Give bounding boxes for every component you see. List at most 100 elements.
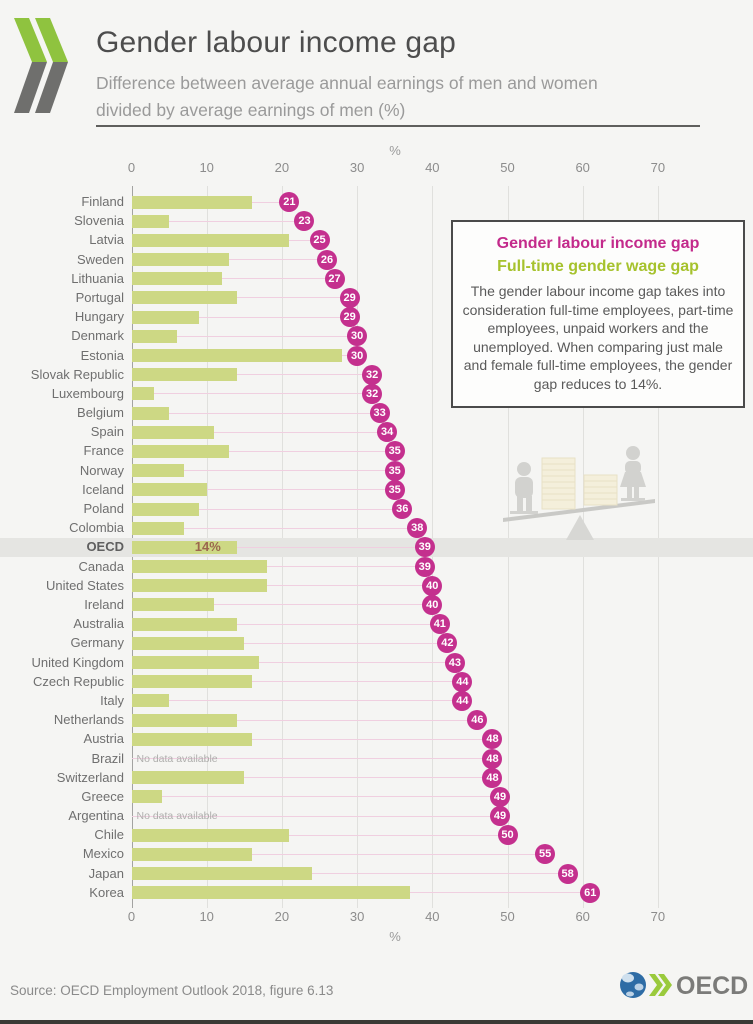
- leader-line: [131, 642, 448, 644]
- country-label: Norway: [79, 462, 124, 478]
- gap-circle: 55: [535, 844, 556, 865]
- gap-circle: 33: [369, 403, 390, 424]
- axis-tick-top: 30: [349, 160, 365, 175]
- axis-tick-top: 60: [575, 160, 590, 175]
- wage-bar: [131, 636, 245, 650]
- wage-bar: [131, 886, 410, 900]
- wage-bar: [131, 579, 267, 593]
- chevron-grey-icon: [14, 62, 47, 113]
- leader-line: [131, 853, 546, 855]
- leader-line: [131, 796, 500, 798]
- country-label: Argentina: [68, 808, 124, 824]
- country-label: Luxembourg: [51, 385, 124, 401]
- seesaw-illustration: [503, 446, 655, 540]
- leader-line: [131, 834, 508, 836]
- axis-tick-bottom: 30: [349, 909, 365, 924]
- gap-circle: 44: [452, 671, 473, 692]
- chevron-green-icon: [14, 18, 47, 62]
- wage-bar: [131, 291, 237, 305]
- wage-bar: [131, 847, 252, 861]
- country-label: Portugal: [75, 289, 124, 305]
- gap-circle: 49: [489, 806, 510, 827]
- leader-line: [131, 470, 395, 472]
- leader-line: [131, 777, 493, 779]
- axis-tick-bottom: 20: [274, 909, 290, 924]
- leader-line: [131, 278, 335, 280]
- seesaw-fulcrum-icon: [566, 515, 594, 540]
- wage-bar: [131, 464, 185, 478]
- country-label: Slovak Republic: [30, 366, 124, 382]
- wage-bar: [131, 560, 267, 574]
- country-label: Estonia: [80, 347, 124, 363]
- wage-bar: [131, 694, 170, 708]
- country-label: United States: [45, 577, 124, 593]
- wage-bar: [131, 867, 312, 881]
- bottom-border-strip: [0, 1020, 753, 1024]
- country-label: Lithuania: [71, 270, 124, 286]
- country-label: Belgium: [77, 405, 124, 421]
- axis-tick-bottom: 0: [127, 909, 136, 924]
- logo-chevrons-icon: [649, 974, 672, 996]
- gap-circle: 36: [392, 499, 413, 520]
- country-label: Canada: [78, 558, 124, 574]
- country-label: Brazil: [91, 750, 124, 766]
- country-label: Czech Republic: [32, 673, 124, 689]
- gap-circle: 30: [347, 326, 368, 347]
- gap-circle: 48: [482, 748, 503, 769]
- chevron-green-icon: [35, 18, 68, 62]
- leader-line: [131, 316, 350, 318]
- leader-line: [131, 719, 478, 721]
- gap-circle: 48: [482, 729, 503, 750]
- male-figure-icon: [510, 462, 538, 514]
- gap-circle: 41: [429, 614, 450, 635]
- country-label: Poland: [83, 501, 124, 517]
- country-label: Sweden: [77, 251, 124, 267]
- country-label: Korea: [89, 884, 124, 900]
- gap-circle: 30: [347, 345, 368, 366]
- leader-line: [131, 681, 463, 683]
- gap-circle: 21: [279, 192, 300, 212]
- wage-bar: [131, 253, 230, 267]
- country-label: Latvia: [89, 232, 124, 248]
- legend-body-text: The gender labour income gap takes into …: [462, 283, 734, 392]
- wage-bar: [131, 444, 230, 458]
- axis-tick-bottom: 60: [575, 909, 590, 924]
- page-subtitle: Difference between average annual earnin…: [96, 70, 598, 124]
- gap-circle: 42: [437, 633, 458, 654]
- gap-circle: 32: [362, 364, 383, 385]
- leader-line: [131, 412, 380, 414]
- gap-circle: 27: [324, 268, 345, 289]
- gap-circle: 39: [414, 556, 435, 577]
- gap-circle: 35: [384, 460, 405, 481]
- wage-bar: [131, 483, 207, 497]
- gap-circle: 34: [377, 422, 398, 443]
- leader-line: [131, 335, 358, 337]
- wage-bar: [131, 732, 252, 746]
- gap-circle: 38: [407, 518, 428, 539]
- axis-tick-top: 0: [127, 160, 136, 175]
- country-label: United Kingdom: [31, 654, 125, 670]
- leader-line: [131, 623, 440, 625]
- country-label: OECD: [86, 539, 124, 555]
- country-label: Chile: [94, 827, 124, 843]
- legend-box: Gender labour income gap Full-time gende…: [451, 220, 745, 408]
- country-label: Austria: [83, 731, 124, 747]
- female-figure-icon: [620, 446, 646, 501]
- wage-bar: [131, 214, 170, 228]
- leader-line: [131, 700, 463, 702]
- gap-circle: 46: [467, 710, 488, 731]
- wage-bar: [131, 272, 222, 286]
- wage-bar: [131, 675, 252, 689]
- wage-bar: [131, 233, 290, 247]
- wage-bar: [131, 329, 177, 343]
- oecd-logo-text: OECD: [676, 972, 748, 1000]
- gap-circle: 29: [339, 287, 360, 308]
- country-label: Ireland: [84, 596, 124, 612]
- wage-bar: [131, 425, 215, 439]
- wage-bar: [131, 656, 260, 670]
- wage-bar: [131, 502, 200, 516]
- short-coin-stack-icon: [583, 474, 618, 506]
- gap-circle: 44: [452, 690, 473, 711]
- globe-icon: [620, 972, 646, 998]
